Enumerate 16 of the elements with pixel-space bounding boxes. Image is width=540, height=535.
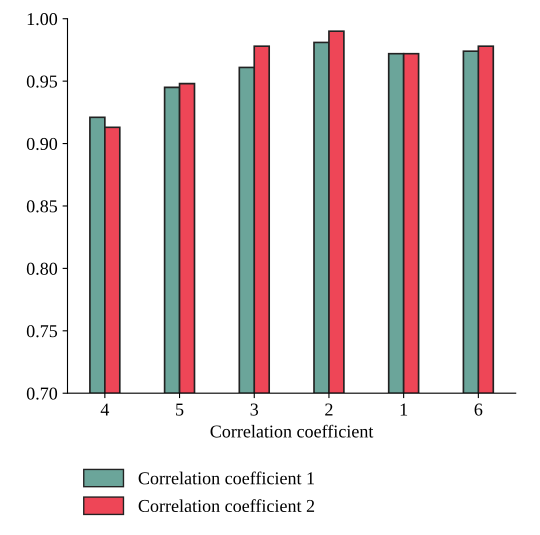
x-axis-title: Correlation coefficient xyxy=(210,424,374,438)
y-tick-label: 0.75 xyxy=(26,325,58,338)
x-tick-label: 2 xyxy=(325,404,332,416)
x-tick-label: 5 xyxy=(176,404,184,416)
x-tick-label: 4 xyxy=(100,404,110,416)
x-tick-label: 6 xyxy=(474,404,482,416)
x-tick-label: 1 xyxy=(400,404,408,416)
y-tick-label: 0.80 xyxy=(26,262,58,275)
y-tick-label: 0.90 xyxy=(26,138,58,150)
legend-label: Correlation coefficient 1 xyxy=(138,471,314,484)
legend-label: Correlation coefficient 2 xyxy=(138,499,314,512)
y-tick-label: 0.70 xyxy=(26,387,58,400)
x-tick-label: 3 xyxy=(250,404,258,416)
y-tick-label: 0.85 xyxy=(26,200,58,212)
y-tick-label: 1.00 xyxy=(28,12,58,26)
y-tick-label: 0.95 xyxy=(26,75,58,88)
